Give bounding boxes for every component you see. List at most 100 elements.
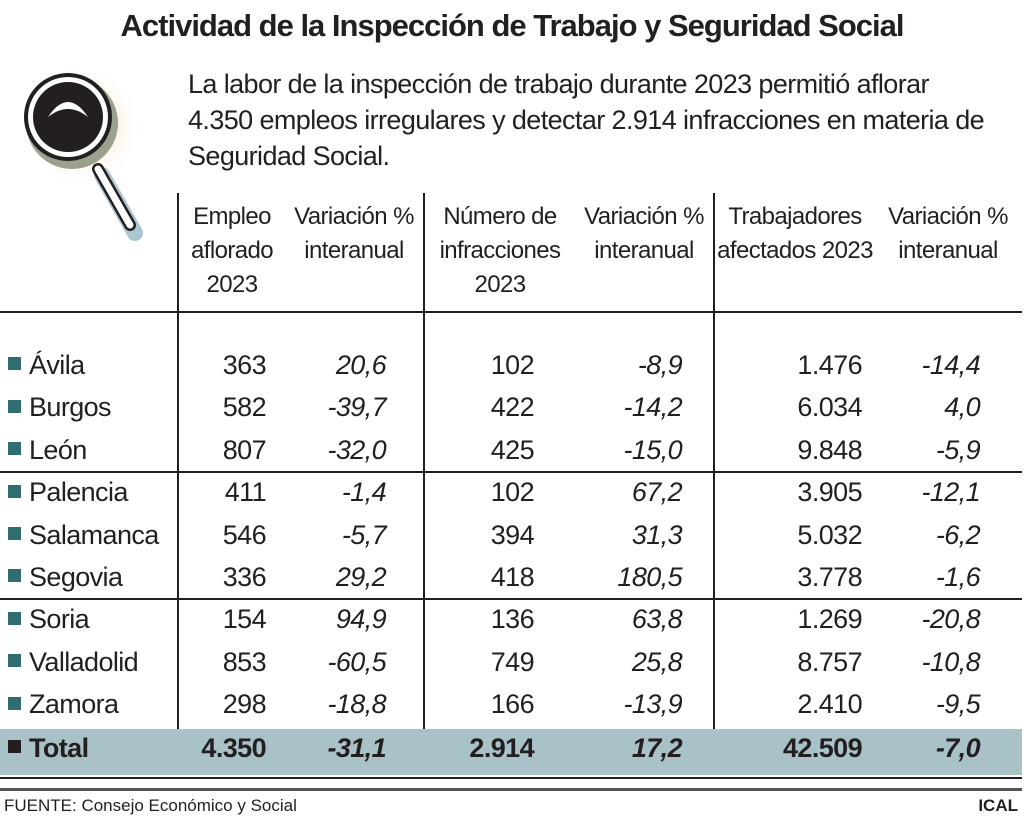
- divider: [0, 598, 1022, 600]
- cell-value: 2.914: [469, 733, 534, 763]
- cell-value: -60,5: [327, 646, 386, 677]
- cell-value: 749: [490, 646, 535, 677]
- cell-value: -1,6: [935, 562, 981, 592]
- cell-value: 853: [222, 646, 267, 677]
- cell-value: 1.269: [797, 604, 862, 635]
- province-name: Burgos: [8, 392, 112, 423]
- cell-value: -14,4: [921, 350, 980, 380]
- province-name: Salamanca: [8, 520, 159, 551]
- province-name: Total: [8, 733, 89, 764]
- cell-value: -6,2: [935, 519, 981, 550]
- header-infracciones: Número de infracciones 2023: [439, 203, 561, 298]
- cell-value: 102: [490, 350, 535, 380]
- page-title: Actividad de la Inspección de Trabajo y …: [120, 8, 905, 43]
- table-row: Valladolid 853 -60,5 749 25,8 8.757 -10,8: [0, 643, 1022, 685]
- divider: [0, 777, 1022, 779]
- table-row: Burgos 582 -39,7 422 -14,2 6.034 4,0: [0, 388, 1022, 430]
- cell-value: 1.476: [797, 350, 862, 380]
- cell-value: 8.757: [797, 646, 862, 677]
- table-row: Salamanca 546 -5,7 394 31,3 5.032 -6,2: [0, 516, 1022, 558]
- table-row: Soria 154 94,9 136 63,8 1.269 -20,8: [0, 600, 1022, 642]
- cell-value: 63,8: [631, 604, 683, 635]
- bullet-icon: [8, 484, 21, 498]
- cell-value: 582: [222, 392, 267, 423]
- cell-value: -5,9: [935, 434, 981, 465]
- cell-value: 9.848: [797, 434, 862, 465]
- cell-value: 20,6: [335, 350, 387, 380]
- column-divider: [713, 193, 715, 775]
- cell-value: 67,2: [631, 477, 683, 508]
- divider: [0, 788, 1022, 791]
- province-label: Total: [29, 733, 89, 763]
- header-trabajadores: Trabajadores afectados 2023: [717, 203, 873, 264]
- province-name: Ávila: [8, 350, 85, 381]
- table-row: Palencia 411 -1,4 102 67,2 3.905 -12,1: [0, 473, 1022, 515]
- total-row: Total 4.350 -31,1 2.914 17,2 42.509 -7,0: [0, 729, 1022, 775]
- province-label: Soria: [29, 604, 90, 635]
- cell-value: 102: [490, 477, 535, 508]
- cell-value: -13,9: [623, 689, 682, 720]
- cell-value: 546: [222, 519, 267, 550]
- cell-value: 336: [222, 562, 267, 592]
- cell-value: -12,1: [921, 477, 980, 508]
- table-row: León 807 -32,0 425 -15,0 9.848 -5,9: [0, 431, 1022, 473]
- cell-value: -18,8: [327, 689, 386, 720]
- cell-value: 154: [222, 604, 267, 635]
- divider: [0, 471, 1022, 473]
- cell-value: 363: [222, 350, 267, 380]
- table-row: Ávila 363 20,6 102 -8,9 1.476 -14,4: [0, 346, 1022, 388]
- province-label: Burgos: [29, 392, 112, 423]
- cell-value: 4.350: [201, 733, 266, 763]
- cell-value: -15,0: [623, 434, 682, 465]
- cell-value: 2.410: [797, 689, 862, 720]
- cell-value: 425: [490, 434, 535, 465]
- cell-value: 422: [490, 392, 535, 423]
- province-name: Segovia: [8, 562, 123, 593]
- source-note: FUENTE: Consejo Económico y Social: [4, 796, 297, 815]
- bullet-icon: [8, 357, 21, 371]
- cell-value: -7,0: [935, 733, 981, 763]
- bullet-icon: [8, 740, 21, 754]
- header-variacion-empleo: Variación % interanual: [294, 203, 414, 264]
- bullet-icon: [8, 696, 21, 710]
- bullet-icon: [8, 611, 21, 625]
- cell-value: 31,3: [631, 519, 683, 550]
- bullet-icon: [8, 569, 21, 583]
- divider: [0, 311, 1022, 313]
- cell-value: -32,0: [327, 434, 386, 465]
- bullet-icon: [8, 526, 21, 540]
- province-name: León: [8, 435, 87, 466]
- province-label: Segovia: [29, 562, 123, 592]
- cell-value: 42.509: [783, 733, 863, 763]
- province-label: Valladolid: [29, 646, 139, 677]
- province-name: Zamora: [8, 689, 119, 720]
- province-label: León: [29, 434, 87, 465]
- province-name: Palencia: [8, 477, 128, 508]
- cell-value: -10,8: [921, 646, 980, 677]
- cell-value: 418: [490, 562, 535, 592]
- brand-label: ICAL: [978, 796, 1018, 815]
- cell-value: 4,0: [944, 392, 980, 423]
- cell-value: -20,8: [921, 604, 980, 635]
- cell-value: 298: [222, 689, 267, 720]
- header-empleo: Empleo aflorado 2023: [191, 203, 274, 298]
- table-row: Zamora 298 -18,8 166 -13,9 2.410 -9,5: [0, 685, 1022, 727]
- column-divider: [177, 193, 179, 775]
- cell-value: 807: [222, 434, 267, 465]
- cell-value: -14,2: [623, 392, 682, 423]
- cell-value: -39,7: [327, 392, 386, 423]
- cell-value: 136: [490, 604, 535, 635]
- province-label: Zamora: [29, 689, 119, 720]
- cell-value: 166: [490, 689, 535, 720]
- cell-value: 180,5: [617, 562, 682, 592]
- cell-value: -9,5: [935, 689, 981, 720]
- bullet-icon: [8, 399, 21, 413]
- magnifying-glass-icon: [20, 65, 144, 241]
- table-row: Segovia 336 29,2 418 180,5 3.778 -1,6: [0, 558, 1022, 600]
- header-variacion-infracciones: Variación % interanual: [584, 203, 704, 264]
- cell-value: -31,1: [327, 733, 386, 763]
- province-label: Palencia: [29, 477, 128, 508]
- province-name: Valladolid: [8, 646, 139, 678]
- province-name: Soria: [8, 604, 90, 635]
- cell-value: 6.034: [797, 392, 862, 423]
